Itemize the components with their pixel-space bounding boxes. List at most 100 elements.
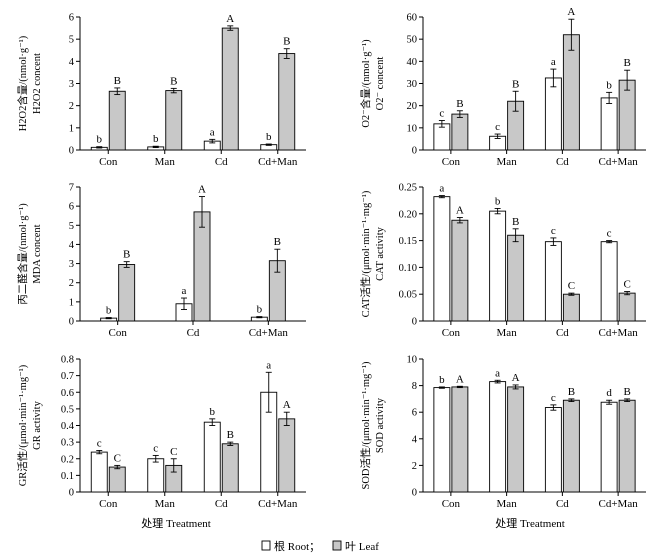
y-axis-title-en: SOD activity <box>375 397 386 453</box>
y-tick-label: 60 <box>407 13 418 24</box>
bar-root-man <box>489 210 507 322</box>
bar-leaf-cd-man <box>278 53 296 151</box>
significance-letter: A <box>456 205 464 217</box>
bar-leaf-cd <box>562 399 580 493</box>
significance-letter: b <box>266 131 272 143</box>
y-axis-title-en: H2O2 concent <box>32 53 43 114</box>
significance-letter: a <box>495 367 500 379</box>
significance-letter: B <box>114 75 121 87</box>
y-axis-title-en: MDA concent <box>32 224 43 283</box>
x-tick-label: Con <box>442 327 461 339</box>
significance-letter: A <box>567 6 575 18</box>
y-tick-label: 0.05 <box>399 290 417 301</box>
significance-letter: c <box>97 437 102 449</box>
significance-letter: b <box>106 305 112 317</box>
bar-root-cd-man <box>600 97 618 151</box>
panel-cat: 0 0.05 0.10 0.15 0.20 0.25 CAT活性/(μmol·min⁻¹·m… <box>359 183 646 339</box>
x-tick-label: Cd <box>556 498 569 510</box>
bar-root-cd-man <box>600 401 618 493</box>
significance-letter: b <box>210 406 216 418</box>
significance-letter: B <box>568 386 575 398</box>
y-tick-label: 8 <box>412 381 417 392</box>
y-tick-label: 10 <box>407 123 418 134</box>
y-tick-label: 1 <box>69 297 74 308</box>
significance-letter: B <box>456 98 463 110</box>
y-tick-label: 0.20 <box>399 209 417 220</box>
y-tick-label: 20 <box>407 101 418 112</box>
y-tick-label: 2 <box>412 461 417 472</box>
y-tick-label: 0.8 <box>61 355 74 366</box>
y-axis-title-en: GR activity <box>32 400 43 449</box>
significance-letter: C <box>568 280 575 292</box>
y-tick-label: 10 <box>407 355 418 366</box>
x-tick-label: Con <box>99 498 118 510</box>
bar-root-con <box>90 451 108 493</box>
bar-leaf-man <box>507 234 525 322</box>
significance-letter: B <box>512 78 519 90</box>
panel-gr: 0 0.1 0.2 0.3 0.4 0.5 0.6 0.7 0.8 GR活性/(μmol·min⁻… <box>16 355 306 510</box>
x-tick-label: Cd <box>556 327 569 339</box>
bar-leaf-cd <box>562 34 580 151</box>
bar-root-cd-man <box>600 241 618 322</box>
y-tick-label: 5 <box>69 221 74 232</box>
bar-root-cd <box>544 77 562 151</box>
y-axis-title-cn: SOD活性/(μmol·min⁻¹·mg⁻¹) <box>359 361 372 490</box>
legend-root-swatch <box>261 540 271 551</box>
bar-leaf-cd <box>221 443 239 493</box>
bar-leaf-con <box>118 264 136 322</box>
y-tick-label: 0 <box>69 317 74 328</box>
bar-leaf-cd-man <box>618 79 636 151</box>
significance-letter: c <box>551 225 556 237</box>
bar-leaf-con <box>451 219 469 322</box>
bar-root-man <box>147 458 165 493</box>
significance-letter: b <box>495 195 501 207</box>
bar-root-con <box>433 123 451 151</box>
legend-root-label: 根 Root； <box>274 539 320 553</box>
bar-leaf-cd-man <box>278 418 296 493</box>
x-tick-label: Cd+Man <box>249 327 289 339</box>
significance-letter: B <box>170 75 177 87</box>
significance-letter: A <box>512 372 520 384</box>
bar-root-cd <box>544 407 562 493</box>
significance-letter: B <box>283 36 290 48</box>
significance-letter: d <box>606 387 612 399</box>
significance-letter: b <box>257 304 263 316</box>
y-tick-label: 0 <box>412 488 417 499</box>
significance-letter: c <box>439 108 444 120</box>
bar-leaf-cd <box>221 27 239 151</box>
bar-leaf-con <box>451 113 469 151</box>
x-tick-label: Cd <box>187 327 200 339</box>
legend: 根 Root； 叶 Leaf <box>261 539 379 553</box>
x-tick-label: Cd <box>556 156 569 168</box>
y-tick-label: 0 <box>412 146 417 157</box>
significance-letter: C <box>623 279 630 291</box>
y-tick-label: 0.10 <box>399 263 417 274</box>
y-tick-label: 4 <box>69 240 75 251</box>
bar-leaf-con <box>108 466 126 493</box>
y-tick-label: 0.2 <box>61 454 74 465</box>
y-axis-title-cn: 丙二醛含量/(nmol·g⁻¹) <box>16 203 29 305</box>
y-tick-label: 0 <box>69 146 74 157</box>
significance-letter: A <box>226 13 234 25</box>
x-tick-label: Cd+Man <box>258 156 298 168</box>
significance-letter: a <box>182 285 187 297</box>
bar-leaf-cd <box>562 293 580 322</box>
y-tick-label: 0.7 <box>61 371 74 382</box>
x-tick-label: Con <box>442 498 461 510</box>
significance-letter: c <box>551 392 556 404</box>
y-tick-label: 3 <box>69 79 74 90</box>
y-axis-title-cn: GR活性/(μmol·min⁻¹·mg⁻¹) <box>16 364 29 486</box>
y-tick-label: 6 <box>412 408 417 419</box>
significance-letter: c <box>153 442 158 454</box>
significance-letter: B <box>623 386 630 398</box>
x-tick-label: Man <box>497 327 518 339</box>
y-axis-title-cn: CAT活性/(μmol·min⁻¹·mg⁻¹) <box>359 190 372 317</box>
significance-letter: b <box>153 133 159 145</box>
significance-letter: c <box>607 228 612 240</box>
significance-letter: B <box>227 429 234 441</box>
significance-letter: a <box>266 359 271 371</box>
panel-sod: 0 2 4 6 8 10 SOD活性/(μmol·min⁻¹·mg⁻¹) SOD activi… <box>359 355 646 510</box>
significance-letter: A <box>283 399 291 411</box>
y-tick-label: 6 <box>69 202 74 213</box>
y-tick-label: 0.4 <box>61 421 75 432</box>
